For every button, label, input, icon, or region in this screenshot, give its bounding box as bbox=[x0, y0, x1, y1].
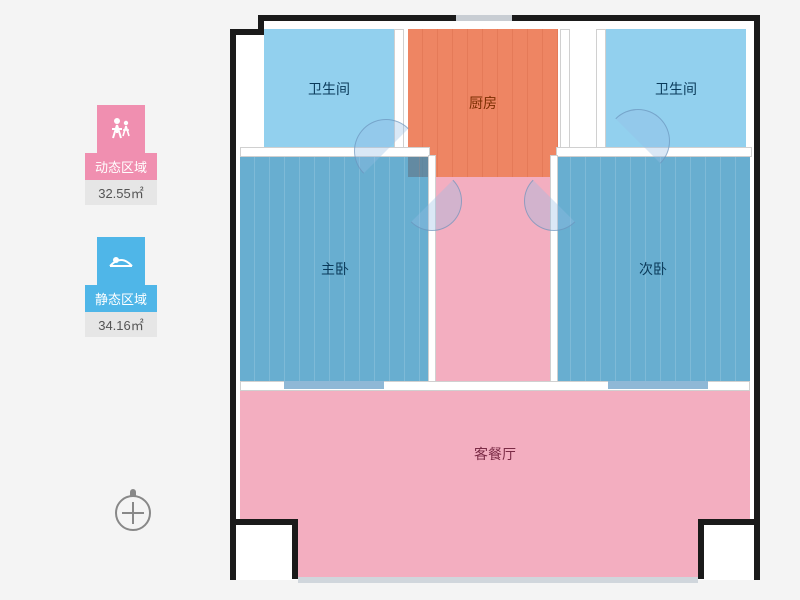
zone-balcony bbox=[298, 519, 698, 579]
room-bath2-label: 卫生间 bbox=[655, 79, 697, 99]
legend-dynamic: 动态区域 32.55㎡ bbox=[85, 105, 157, 205]
wall-int-2 bbox=[560, 29, 570, 151]
legend-static: 静态区域 34.16㎡ bbox=[85, 237, 157, 337]
wall-bottom-right-v bbox=[698, 519, 704, 579]
compass-icon bbox=[115, 495, 151, 531]
wall-int-h1 bbox=[240, 147, 430, 157]
window-bottom bbox=[298, 577, 698, 583]
wall-bottom-left bbox=[230, 519, 298, 525]
people-icon bbox=[97, 105, 145, 153]
wall-bottom-right bbox=[698, 519, 760, 525]
wall-int-3 bbox=[596, 29, 606, 151]
room-living-label: 客餐厅 bbox=[474, 444, 516, 464]
wall-bottom-left-v bbox=[292, 519, 298, 579]
wall-int-v4 bbox=[550, 155, 558, 387]
window-second bbox=[608, 381, 708, 389]
room-master: 主卧 bbox=[240, 155, 430, 383]
sleep-icon bbox=[97, 237, 145, 285]
room-second-label: 次卧 bbox=[639, 259, 667, 279]
legend-static-label: 静态区域 bbox=[85, 285, 157, 312]
kitchen-window bbox=[456, 15, 512, 21]
legend-dynamic-label: 动态区域 bbox=[85, 153, 157, 180]
room-second: 次卧 bbox=[556, 155, 750, 383]
window-master bbox=[284, 381, 384, 389]
legend: 动态区域 32.55㎡ 静态区域 34.16㎡ bbox=[85, 105, 157, 369]
room-bath1-label: 卫生间 bbox=[308, 79, 350, 99]
floor-plan: 卫生间 厨房 卫生间 主卧 次卧 客餐厅 bbox=[230, 15, 760, 580]
wall-left-full bbox=[230, 35, 236, 525]
room-living: 客餐厅 bbox=[240, 389, 750, 519]
room-master-label: 主卧 bbox=[321, 259, 349, 279]
wall-int-v3 bbox=[428, 155, 436, 387]
legend-static-value: 34.16㎡ bbox=[85, 312, 157, 337]
room-bath2: 卫生间 bbox=[606, 29, 746, 149]
legend-dynamic-value: 32.55㎡ bbox=[85, 180, 157, 205]
wall-notch bbox=[230, 15, 264, 35]
wall-right-full bbox=[754, 15, 760, 525]
